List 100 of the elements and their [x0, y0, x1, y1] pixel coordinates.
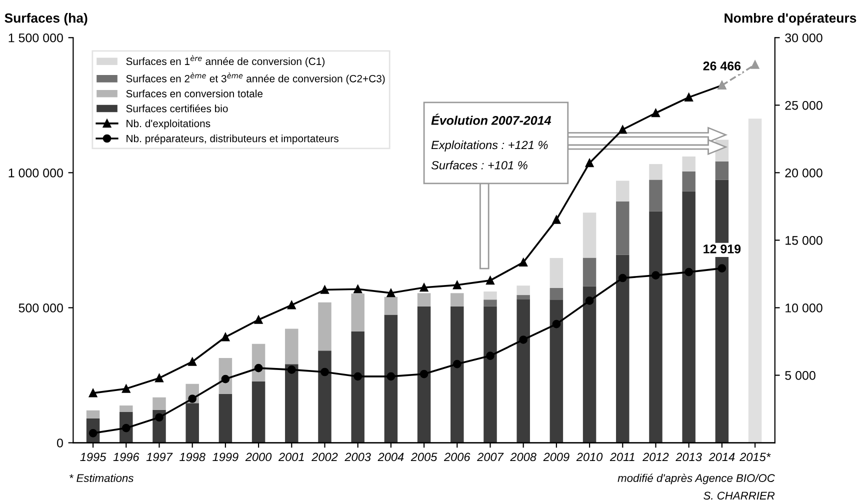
bar — [152, 397, 166, 410]
point — [354, 284, 362, 294]
bar — [550, 288, 564, 300]
bar — [484, 300, 497, 306]
bar — [86, 410, 100, 418]
bar — [582, 258, 596, 286]
bar — [682, 156, 696, 172]
point — [519, 258, 528, 267]
bar — [616, 180, 630, 202]
bar — [450, 306, 464, 443]
x-tick-label: 1998 — [180, 452, 206, 462]
point — [320, 368, 329, 376]
point — [386, 372, 396, 381]
point — [320, 286, 329, 294]
point — [718, 264, 726, 272]
point — [684, 268, 694, 276]
point — [750, 60, 760, 69]
point — [221, 332, 230, 342]
x-tick-label: 1997 — [146, 452, 173, 462]
bar — [218, 394, 232, 443]
annotation: Évolution 2007-2014 — [431, 114, 552, 125]
point — [386, 288, 396, 298]
y2-tick-label: 10 000 — [786, 304, 822, 312]
point — [652, 271, 660, 280]
bar — [285, 364, 298, 443]
bar — [649, 211, 662, 443]
bar — [582, 212, 596, 258]
bar — [616, 201, 630, 255]
x-tick-label: 2014 — [708, 452, 735, 462]
bar — [715, 161, 729, 180]
bar — [318, 350, 332, 443]
point — [452, 280, 462, 290]
text: modifié d'après Agence BIO/OC — [618, 474, 775, 484]
bar — [351, 331, 364, 443]
bar — [417, 293, 431, 306]
point — [519, 336, 528, 344]
bar — [384, 314, 398, 443]
bar — [318, 302, 332, 351]
point — [585, 158, 594, 168]
point — [420, 283, 428, 292]
bar — [516, 295, 530, 300]
x-tick-label: 2004 — [378, 452, 404, 462]
point — [486, 352, 494, 360]
point — [122, 384, 130, 393]
y-tick-label: 0 — [57, 438, 63, 448]
point — [354, 372, 362, 381]
bar — [351, 294, 364, 332]
y2-tick-label: 25 000 — [785, 100, 822, 110]
point — [552, 216, 561, 224]
y2-tick-label: 30 000 — [785, 33, 822, 42]
point — [452, 360, 462, 368]
bar — [682, 171, 696, 192]
point — [287, 300, 296, 310]
x-tick-label: 2011 — [610, 452, 634, 462]
bar — [748, 118, 762, 443]
point — [420, 370, 428, 378]
x-tick-label: 1996 — [113, 452, 140, 462]
x-tick-label: 2013 — [676, 452, 702, 462]
x-tick-label: 2003 — [344, 452, 371, 462]
y2-axis-title: Nombre d'opérateurs — [724, 12, 856, 26]
point — [684, 93, 694, 102]
x-tick-label: 2006 — [444, 452, 470, 462]
point — [188, 358, 197, 366]
bar — [516, 299, 530, 443]
point — [486, 276, 494, 285]
y2-tick-label: 5 000 — [785, 371, 816, 380]
bar — [616, 254, 630, 443]
bar — [484, 306, 497, 443]
data-label: 12 919 — [704, 244, 741, 254]
point — [88, 388, 98, 398]
bar — [550, 258, 564, 288]
text: S. CHARRIER — [704, 492, 775, 500]
x-tick-label: 2007 — [477, 452, 504, 462]
bar — [682, 191, 696, 443]
y-tick-label: 1 000 000 — [8, 168, 63, 178]
legend-label: Surfaces en 1$^{ère}$ année de conversion (C1) — [126, 55, 324, 68]
x-tick-label: 2008 — [510, 452, 536, 462]
point — [188, 394, 197, 403]
legend-label: Surfaces en conversion totale — [126, 90, 263, 98]
x-tick-label: 2002 — [312, 452, 338, 462]
x-tick-label: 2015* — [740, 452, 771, 462]
bar — [582, 286, 596, 443]
bar — [649, 164, 662, 180]
bar — [550, 300, 564, 443]
annotation: Surfaces : +101 % — [431, 160, 528, 170]
bar — [649, 180, 662, 212]
legend-label: Nb. préparateurs, distributeurs et importateurs — [126, 134, 338, 144]
x-tick-label: 2010 — [576, 452, 603, 462]
y2-tick-label: 20 000 — [785, 168, 822, 178]
x-tick-label: 1995 — [80, 452, 106, 462]
bar — [450, 293, 464, 306]
x-tick-label: 2001 — [278, 452, 304, 462]
bar — [252, 381, 266, 443]
x-tick-label: 2005 — [410, 452, 438, 462]
point — [552, 320, 561, 328]
bar — [484, 292, 497, 300]
y2-tick-label: 15 000 — [786, 236, 822, 245]
bar — [417, 306, 431, 443]
point — [652, 108, 660, 118]
bar — [285, 328, 298, 364]
